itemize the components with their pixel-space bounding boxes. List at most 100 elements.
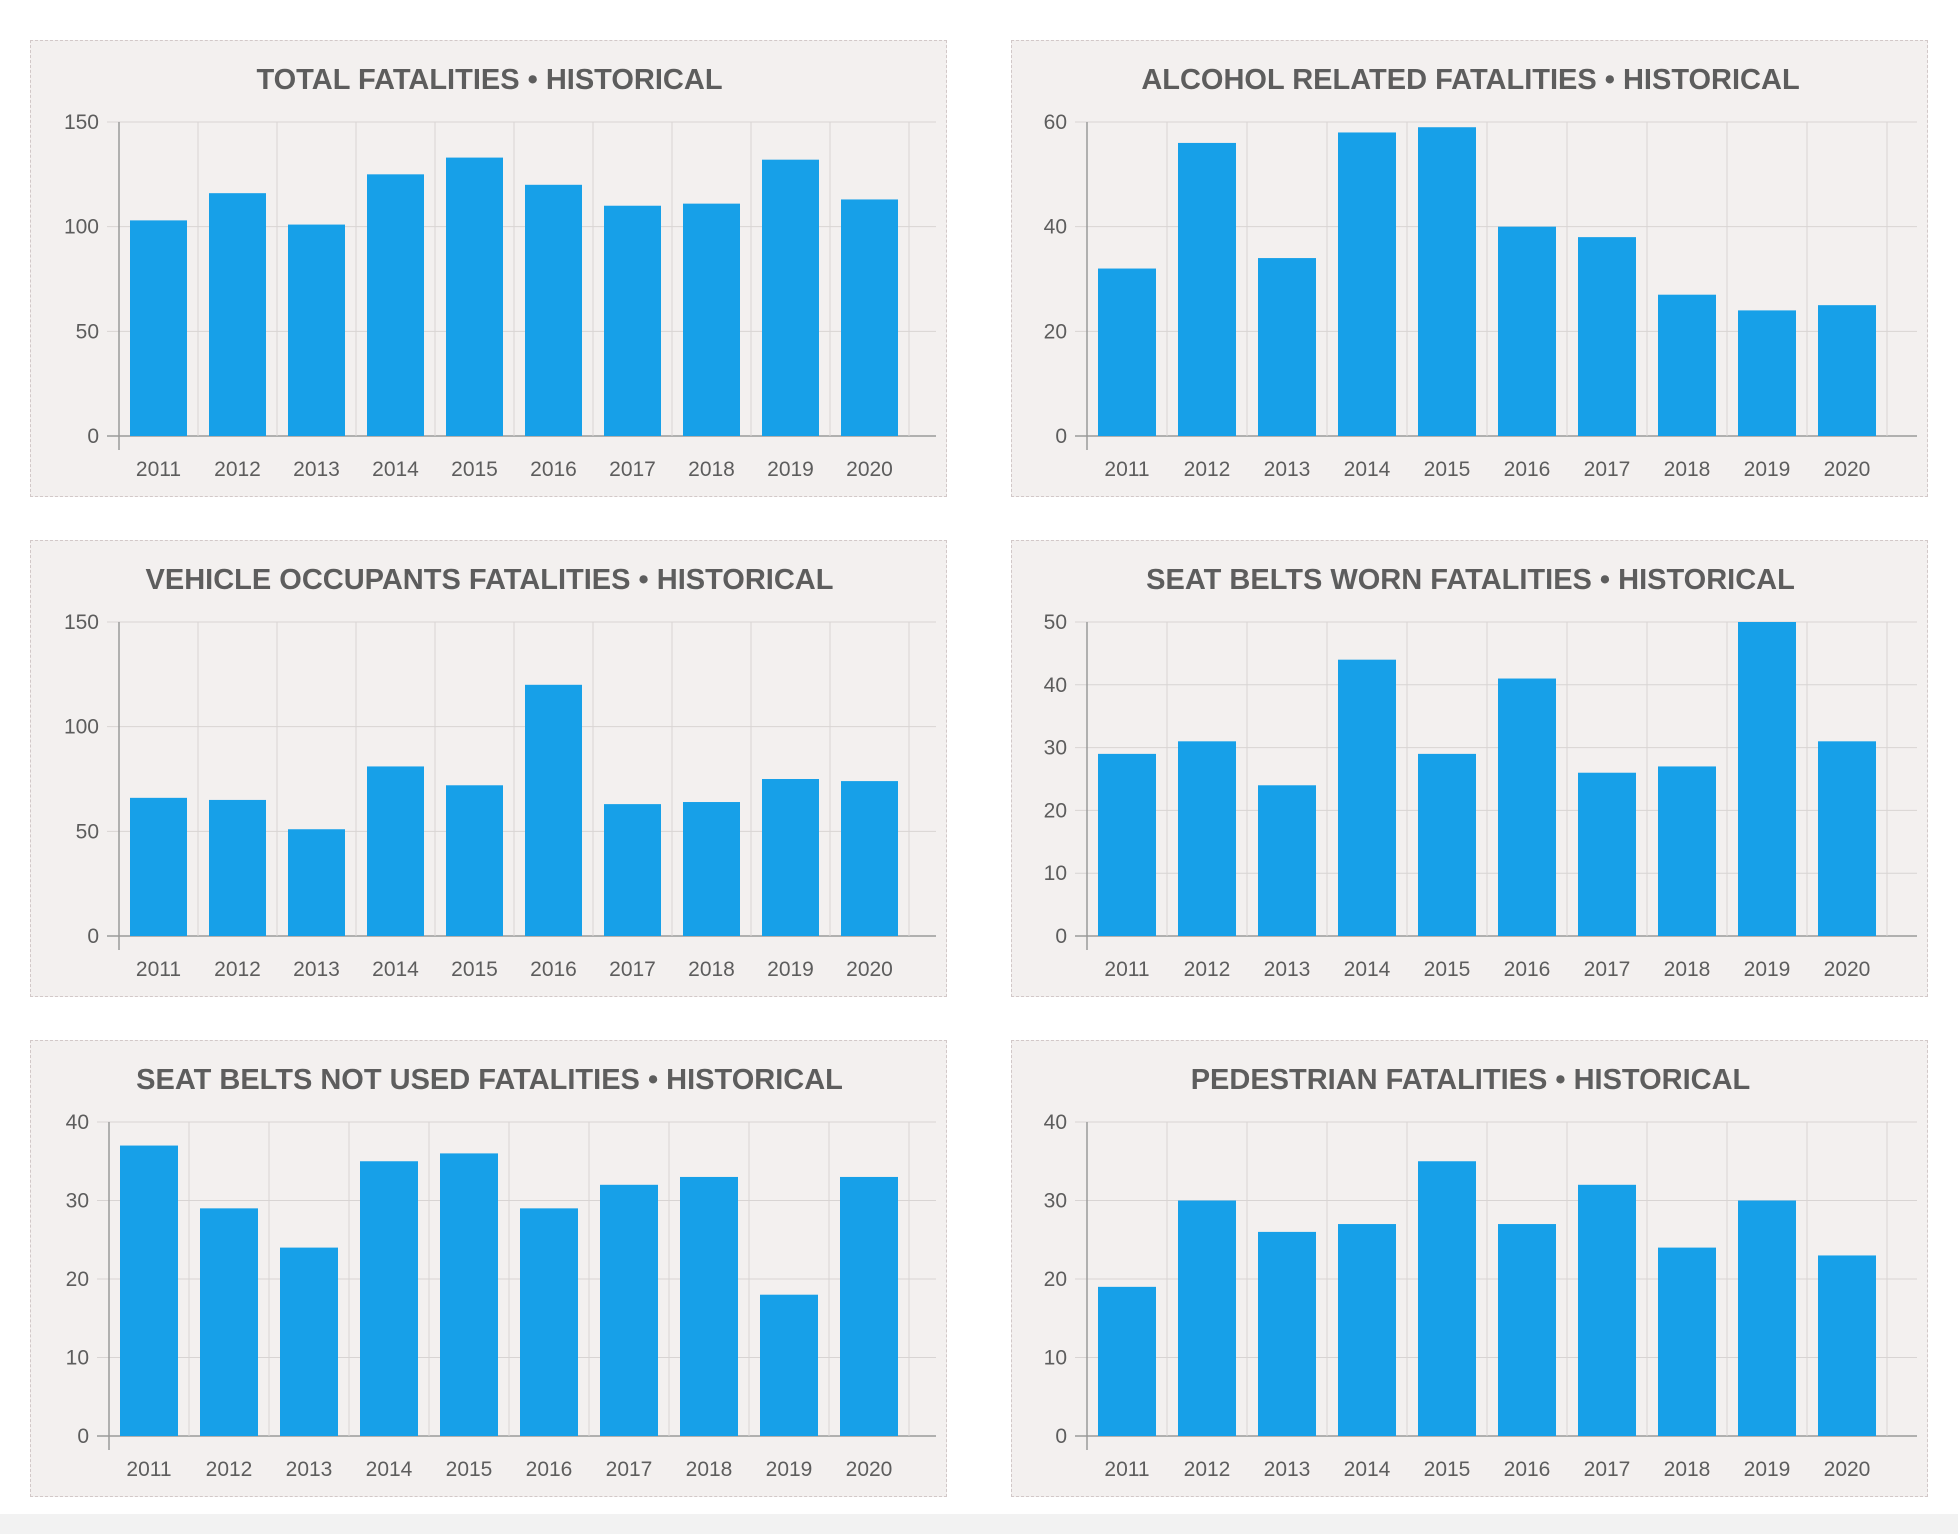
- bar-2012: [1178, 1200, 1236, 1436]
- bar-2017: [1578, 237, 1636, 436]
- x-tick-label: 2014: [1344, 958, 1391, 981]
- x-tick-label: 2017: [606, 1458, 653, 1481]
- y-tick-label: 20: [1044, 1268, 1067, 1291]
- x-tick-label: 2013: [1264, 1458, 1311, 1481]
- bar-2016: [525, 684, 582, 936]
- bar-2011: [1098, 753, 1156, 936]
- bar-2012: [200, 1208, 258, 1436]
- y-tick-label: 100: [64, 716, 99, 739]
- x-tick-label: 2012: [1184, 958, 1231, 981]
- chart-title: PEDESTRIAN FATALITIES • HISTORICAL: [1191, 1064, 1751, 1096]
- bar-2020: [841, 781, 898, 936]
- bar-2013: [280, 1247, 338, 1436]
- x-tick-label: 2016: [530, 458, 577, 481]
- x-tick-label: 2018: [686, 1458, 733, 1481]
- x-tick-label: 2017: [1584, 1458, 1631, 1481]
- bar-2018: [1658, 294, 1716, 436]
- bar-2012: [1178, 142, 1236, 436]
- bar-2014: [367, 174, 424, 437]
- y-tick-label: 0: [1055, 1425, 1067, 1448]
- x-tick-label: 2020: [1824, 1458, 1871, 1481]
- y-tick-label: 10: [1044, 862, 1067, 885]
- bar-2013: [288, 224, 345, 436]
- bar-2020: [1818, 1255, 1876, 1436]
- bar-2014: [367, 766, 424, 936]
- bar-2013: [288, 829, 345, 936]
- bar-2019: [1738, 1200, 1796, 1436]
- y-tick-label: 30: [1044, 737, 1067, 760]
- y-tick-label: 30: [1044, 1190, 1067, 1213]
- y-tick-label: 0: [1055, 425, 1067, 448]
- x-tick-label: 2012: [214, 958, 261, 981]
- x-tick-label: 2017: [1584, 458, 1631, 481]
- bar-2017: [1578, 772, 1636, 936]
- x-tick-label: 2019: [1744, 958, 1791, 981]
- x-tick-label: 2011: [1104, 1458, 1149, 1481]
- x-tick-label: 2016: [1504, 458, 1551, 481]
- chart-panel-alcohol-related-fatalities: ALCOHOL RELATED FATALITIES • HISTORICAL 0…: [1011, 40, 1928, 497]
- y-tick-label: 40: [1044, 1111, 1067, 1134]
- bar-2018: [683, 203, 740, 436]
- y-tick-label: 20: [1044, 799, 1067, 822]
- bar-chart: TOTAL FATALITIES • HISTORICAL 0 50 100 150 20…: [64, 64, 936, 481]
- y-tick-label: 0: [87, 425, 99, 448]
- bar-2011: [130, 220, 187, 436]
- x-tick-label: 2019: [767, 958, 814, 981]
- x-tick-label: 2015: [451, 958, 498, 981]
- x-tick-label: 2018: [688, 958, 735, 981]
- bar-chart: ALCOHOL RELATED FATALITIES • HISTORICAL 0…: [1044, 64, 1917, 481]
- y-tick-label: 10: [66, 1347, 89, 1370]
- chart-title: VEHICLE OCCUPANTS FATALITIES • HISTORICA…: [146, 564, 834, 596]
- x-tick-label: 2012: [1184, 1458, 1231, 1481]
- bar-2017: [604, 804, 661, 936]
- y-tick-label: 100: [64, 216, 99, 239]
- y-tick-label: 50: [76, 320, 99, 343]
- chart-title: ALCOHOL RELATED FATALITIES • HISTORICAL: [1141, 64, 1799, 96]
- x-tick-label: 2017: [609, 958, 656, 981]
- x-tick-label: 2012: [1184, 458, 1231, 481]
- bar-2011: [1098, 1286, 1156, 1436]
- y-tick-label: 20: [66, 1268, 89, 1291]
- bar-2012: [209, 799, 266, 936]
- chart-title: TOTAL FATALITIES • HISTORICAL: [256, 64, 722, 96]
- x-tick-label: 2013: [286, 1458, 333, 1481]
- x-tick-label: 2012: [214, 458, 261, 481]
- x-tick-label: 2014: [372, 458, 419, 481]
- x-tick-label: 2019: [1744, 458, 1791, 481]
- bar-2013: [1258, 258, 1316, 436]
- x-tick-label: 2020: [1824, 458, 1871, 481]
- x-tick-label: 2011: [1104, 458, 1149, 481]
- bar-2011: [1098, 268, 1156, 436]
- bar-2016: [1498, 678, 1556, 936]
- bar-2019: [760, 1294, 818, 1436]
- x-tick-label: 2020: [846, 1458, 893, 1481]
- bar-2017: [604, 205, 661, 436]
- bar-2014: [1338, 659, 1396, 936]
- bar-2019: [1738, 310, 1796, 436]
- x-tick-label: 2015: [1424, 958, 1471, 981]
- y-tick-label: 40: [66, 1111, 89, 1134]
- y-tick-label: 50: [76, 820, 99, 843]
- bar-2014: [1338, 1224, 1396, 1436]
- x-tick-label: 2019: [766, 1458, 813, 1481]
- bar-2013: [1258, 785, 1316, 936]
- x-tick-label: 2018: [1664, 458, 1711, 481]
- bar-chart: PEDESTRIAN FATALITIES • HISTORICAL 0 10 20 3…: [1044, 1064, 1917, 1481]
- bar-2011: [130, 797, 187, 936]
- x-tick-label: 2011: [126, 1458, 171, 1481]
- bar-2012: [1178, 741, 1236, 936]
- bar-2015: [440, 1153, 498, 1436]
- x-tick-label: 2013: [293, 458, 340, 481]
- x-tick-label: 2011: [1104, 958, 1149, 981]
- x-tick-label: 2018: [1664, 1458, 1711, 1481]
- chart-panel-seat-belts-not-used-fatalities: SEAT BELTS NOT USED FATALITIES • HISTORI…: [30, 1040, 947, 1497]
- x-tick-label: 2013: [1264, 958, 1311, 981]
- chart-panel-total-fatalities: TOTAL FATALITIES • HISTORICAL 0 50 100 150 20…: [30, 40, 947, 497]
- chart-title: SEAT BELTS NOT USED FATALITIES • HISTORI…: [136, 1064, 843, 1096]
- bar-2020: [1818, 741, 1876, 936]
- x-tick-label: 2014: [1344, 458, 1391, 481]
- bar-2019: [1738, 622, 1796, 936]
- bar-2015: [446, 157, 503, 436]
- y-tick-label: 0: [1055, 925, 1067, 948]
- x-tick-label: 2017: [1584, 958, 1631, 981]
